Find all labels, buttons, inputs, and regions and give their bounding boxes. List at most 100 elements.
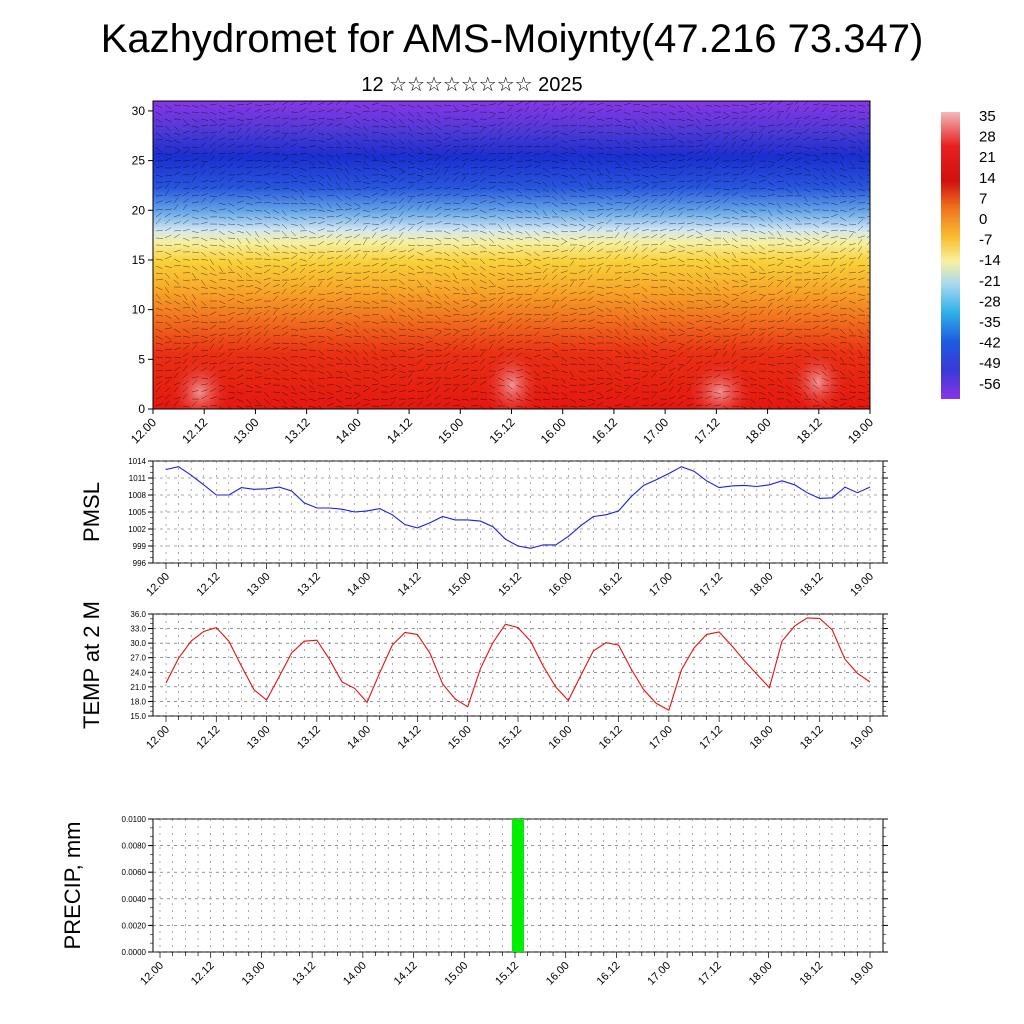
- wind-vector: [722, 327, 730, 330]
- wind-vector: [587, 356, 595, 359]
- wind-vector: [569, 139, 577, 142]
- wind-vector: [290, 313, 298, 316]
- wind-vector: [254, 195, 261, 201]
- wind-vector: [749, 271, 757, 274]
- wind-vector: [686, 251, 694, 255]
- wind-vector: [506, 352, 513, 358]
- wind-vector: [659, 193, 667, 197]
- wind-vector: [722, 384, 730, 387]
- wind-vector: [749, 162, 755, 169]
- wind-vector: [497, 101, 505, 106]
- wind-vector: [317, 363, 325, 368]
- x-tick-label: 12.12: [179, 415, 210, 446]
- wind-vector: [587, 223, 595, 227]
- wind-vector: [209, 237, 217, 240]
- wind-vector: [452, 176, 458, 183]
- wind-vector: [326, 160, 332, 167]
- wind-vector: [425, 402, 433, 407]
- wind-vector: [659, 251, 667, 254]
- wind-vector: [434, 272, 442, 276]
- wind-vector: [623, 181, 631, 184]
- wind-vector: [506, 164, 514, 169]
- wind-vector: [164, 219, 171, 225]
- wind-vector: [524, 398, 532, 402]
- wind-vector: [173, 139, 181, 144]
- wind-vector: [560, 363, 568, 366]
- wind-vector: [164, 255, 172, 260]
- wind-vector: [335, 284, 343, 288]
- wind-vector: [506, 121, 513, 127]
- wind-vector: [227, 265, 233, 272]
- y-tick-label: 0.0000: [122, 948, 147, 957]
- wind-vector: [164, 212, 171, 218]
- wind-vector: [848, 195, 856, 198]
- wind-vector: [722, 122, 730, 127]
- wind-vector: [587, 342, 595, 345]
- wind-vector: [740, 230, 749, 232]
- wind-vector: [821, 405, 827, 409]
- wind-vector: [569, 280, 574, 288]
- wind-vector: [857, 218, 864, 225]
- wind-vector: [308, 230, 316, 235]
- wind-vector: [740, 179, 748, 183]
- wind-vector: [290, 195, 297, 201]
- wind-vector: [839, 349, 847, 354]
- wind-vector: [263, 367, 271, 372]
- wind-vector: [776, 258, 784, 261]
- wind-vector: [614, 232, 620, 239]
- wind-vector: [587, 160, 594, 166]
- wind-vector: [866, 342, 870, 345]
- wind-vector: [344, 342, 351, 348]
- wind-vector: [632, 279, 641, 281]
- wind-vector: [533, 129, 541, 134]
- wind-vector: [191, 272, 197, 279]
- wind-vector: [632, 206, 640, 211]
- wind-vector: [515, 181, 523, 186]
- wind-vector: [488, 312, 496, 316]
- wind-vector: [641, 213, 649, 218]
- wind-vector: [245, 149, 252, 155]
- wind-vector: [335, 307, 343, 311]
- wind-vector: [803, 257, 811, 260]
- x-tick-label: 16.12: [597, 571, 625, 599]
- wind-vector: [650, 321, 658, 326]
- wind-vector: [407, 214, 415, 218]
- wind-vectors: [155, 101, 870, 409]
- wind-vector: [641, 363, 649, 366]
- wind-vector: [533, 349, 542, 351]
- wind-vector: [389, 206, 397, 211]
- wind-vector: [776, 216, 783, 222]
- wind-vector: [695, 339, 703, 344]
- y-tick-label: 1014: [128, 457, 146, 466]
- wind-vector: [434, 332, 442, 337]
- wind-vector: [155, 328, 163, 333]
- wind-vector: [245, 230, 252, 236]
- wind-vector: [227, 143, 235, 148]
- wind-vector: [713, 180, 721, 183]
- wind-vector: [308, 398, 316, 401]
- wind-vector: [497, 195, 505, 199]
- wind-vector: [218, 118, 226, 121]
- wind-vector: [758, 116, 766, 120]
- wind-vector: [596, 402, 604, 407]
- wind-vector: [398, 211, 404, 218]
- wind-vector: [641, 118, 649, 123]
- wind-vector: [488, 181, 497, 183]
- wind-vector: [866, 397, 870, 400]
- wind-vector: [209, 355, 217, 358]
- wind-vector: [416, 314, 424, 319]
- wind-vector: [236, 195, 245, 197]
- wind-vector: [533, 384, 541, 389]
- wind-vector: [578, 145, 586, 148]
- wind-vector: [353, 243, 362, 246]
- wind-vector: [695, 223, 703, 226]
- wind-vector: [263, 391, 270, 398]
- wind-vector: [776, 384, 784, 388]
- wind-vector: [578, 391, 586, 394]
- wind-vector: [308, 320, 316, 323]
- wind-vector: [542, 209, 547, 217]
- wind-vector: [461, 236, 470, 239]
- wind-vector: [353, 132, 361, 137]
- wind-vector: [641, 111, 649, 115]
- wind-vector: [758, 332, 766, 337]
